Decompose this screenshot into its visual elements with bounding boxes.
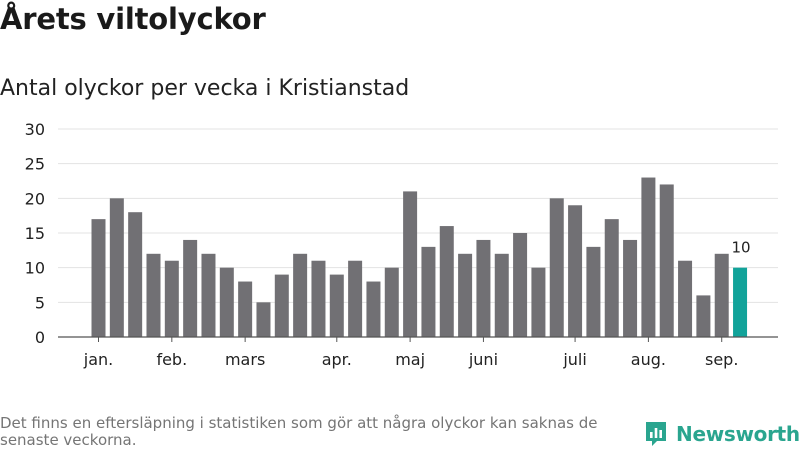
y-tick-label: 20 [25,189,45,208]
bar [659,184,674,337]
highlight-value-label: 10 [732,239,751,257]
bar [348,260,363,337]
bar [311,260,326,337]
bar [531,267,546,337]
bar [549,198,564,337]
bar [696,295,711,337]
bar [513,233,528,337]
x-tick-label: sep. [705,350,738,369]
bar-chart: 0 5 10 15 20 25 30 10 jan. feb. mars apr. maj juni jul… [25,120,778,369]
x-tick-label: juli [562,350,586,369]
bar [439,226,454,337]
y-tick-label: 0 [35,328,45,347]
x-tick-label: aug. [631,350,666,369]
bar [164,260,179,337]
chart-subtitle: Antal olyckor per vecka i Kristianstad [0,76,410,101]
brand-logo[interactable]: Newsworthy [644,419,800,449]
newsworthy-logo-icon [646,422,666,446]
x-tick-label: feb. [156,350,187,369]
bar [109,198,124,337]
x-tick-label: juni [468,350,498,369]
y-tick-label: 15 [25,224,45,243]
bar [384,267,399,337]
chart-title: Årets viltolyckor [0,2,266,36]
bar [256,302,271,337]
bar [128,212,143,337]
brand-name: Newsworthy [676,422,800,446]
bar [586,246,601,337]
bar [714,253,729,337]
x-tick-label: jan. [83,350,113,369]
bar [366,281,381,337]
x-tick-label: apr. [322,350,352,369]
bar [623,239,638,337]
bar [274,274,289,337]
y-tick-label: 5 [35,293,45,312]
bar [219,267,234,337]
bar [91,219,106,337]
highlighted-bar [733,267,748,337]
footnote: Det finns en eftersläpning i statistiken… [0,414,598,449]
bar [678,260,693,337]
bar [183,239,198,337]
bar [329,274,344,337]
bar [641,177,656,337]
bar [458,253,473,337]
bar [421,246,436,337]
y-tick-label: 10 [25,259,45,278]
bar [293,253,308,337]
bar [403,191,418,337]
x-tick-label: maj [395,350,425,369]
bar [494,253,509,337]
bar [238,281,253,337]
y-tick-label: 25 [25,155,45,174]
bar [146,253,161,337]
bar [568,205,583,337]
y-tick-label: 30 [25,120,45,139]
bar [604,219,619,337]
x-tick-label: mars [225,350,265,369]
bar [476,239,491,337]
bar [201,253,216,337]
